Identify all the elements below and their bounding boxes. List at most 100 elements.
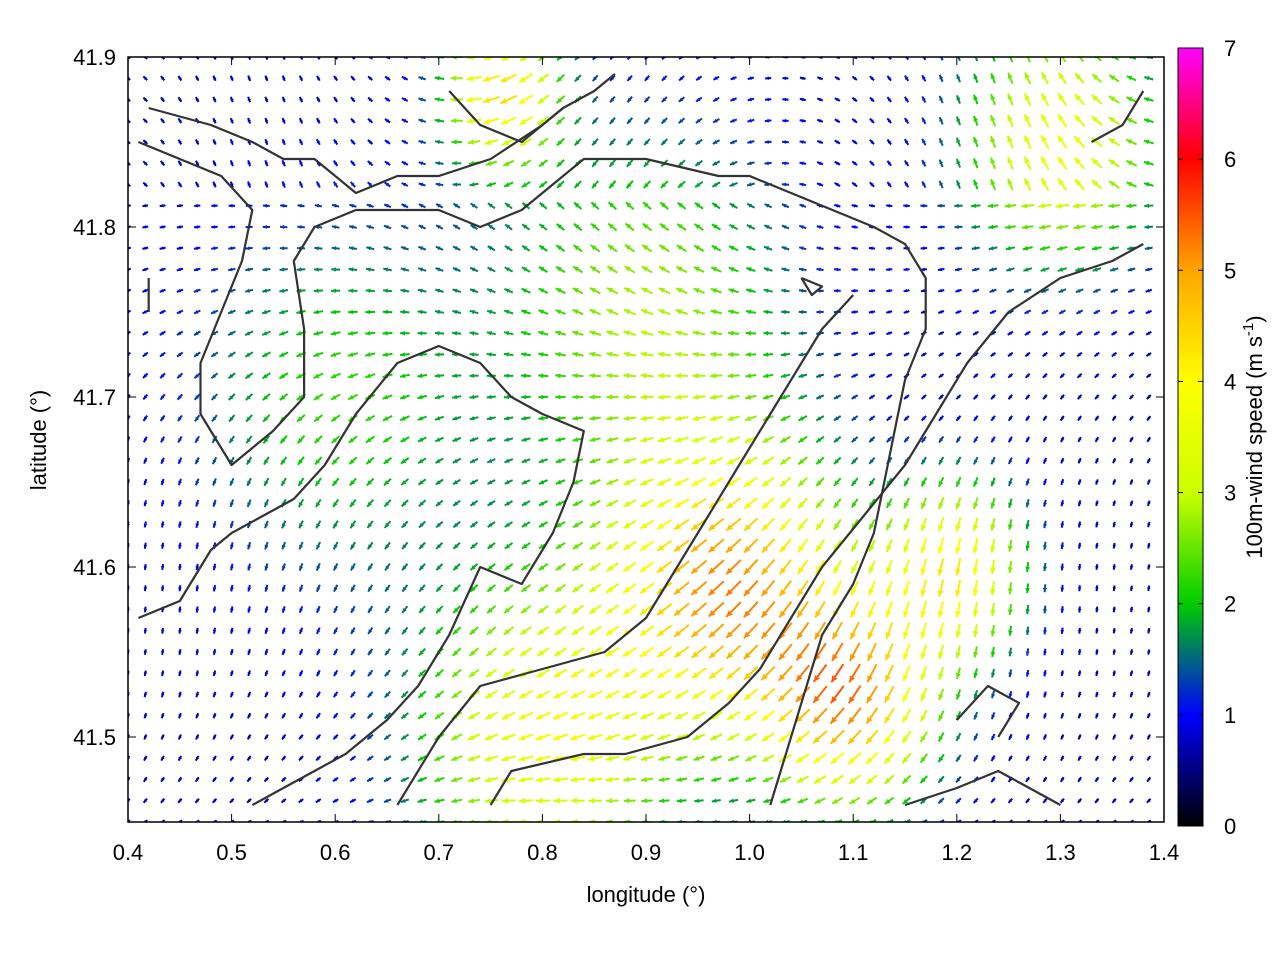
wind-vector (608, 245, 617, 252)
wind-vector (331, 331, 341, 336)
wind-vector (956, 777, 961, 783)
wind-vector (1026, 648, 1030, 655)
wind-vector (385, 606, 390, 613)
wind-vector (247, 478, 251, 486)
wind-vector (368, 542, 373, 549)
wind-vector (833, 622, 843, 639)
wind-vector (886, 560, 892, 574)
wind-vector (453, 522, 460, 528)
wind-vector (470, 246, 477, 250)
wind-vector (644, 139, 650, 145)
wind-vector (161, 97, 165, 101)
wind-vector (280, 267, 288, 271)
wind-vector (213, 649, 217, 655)
wind-vector (696, 119, 702, 123)
wind-vector (574, 224, 582, 231)
wind-vector (161, 692, 164, 697)
wind-vector (161, 777, 164, 781)
wind-vector (555, 395, 565, 400)
wind-vector (213, 713, 216, 718)
wind-vector (797, 644, 809, 661)
wind-vector (887, 374, 892, 377)
wind-vector (851, 622, 859, 639)
wind-vector (869, 478, 874, 485)
wind-vector (642, 798, 653, 803)
wind-vector (1147, 564, 1150, 569)
colorbar-label-main: 100m-wind speed (m s (1242, 336, 1267, 559)
wind-vector (161, 564, 165, 570)
wind-vector (298, 457, 304, 465)
wind-vector (178, 394, 183, 399)
wind-vector (452, 691, 462, 698)
wind-vector (282, 181, 286, 187)
wind-vector (436, 670, 444, 677)
wind-vector (990, 518, 996, 530)
wind-vector (781, 416, 791, 421)
wind-vector (230, 139, 233, 144)
wind-vector (522, 543, 530, 549)
wind-vector (348, 331, 358, 336)
wind-vector (815, 798, 826, 803)
wind-vector (762, 560, 775, 575)
wind-vector (831, 776, 843, 784)
wind-vector (213, 756, 216, 761)
wind-vector (178, 140, 181, 145)
wind-vector (485, 712, 498, 719)
wind-vector (418, 416, 427, 420)
wind-vector (974, 798, 978, 803)
wind-vector (762, 518, 774, 530)
wind-vector (956, 477, 961, 487)
wind-vector (870, 161, 874, 165)
wind-vector (887, 118, 891, 123)
wind-vector (610, 118, 615, 124)
wind-vector (196, 140, 199, 145)
wind-vector (658, 373, 671, 379)
wind-vector (368, 713, 373, 718)
wind-vector (383, 416, 392, 421)
wind-vector (693, 309, 705, 314)
wind-vector (1008, 115, 1013, 127)
x-tick-label: 0.5 (216, 840, 247, 865)
wind-vector (248, 756, 252, 761)
wind-vector (623, 669, 637, 677)
wind-vector (991, 498, 996, 509)
wind-vector (245, 331, 253, 335)
wind-vector (555, 373, 566, 378)
wind-vector (265, 564, 269, 571)
wind-vector (368, 98, 372, 102)
wind-vector (658, 330, 671, 335)
wind-vector (712, 203, 720, 208)
wind-vector (331, 289, 340, 294)
wind-vector (245, 310, 253, 314)
wind-vector (366, 246, 374, 250)
wind-vector (383, 289, 392, 294)
wind-vector (194, 246, 200, 250)
wind-vector (265, 521, 269, 528)
wind-vector (1043, 584, 1047, 592)
wind-vector (727, 498, 741, 509)
wind-vector (282, 692, 285, 697)
wind-vector (643, 224, 652, 231)
wind-vector (351, 161, 355, 166)
wind-vector (1009, 416, 1013, 421)
wind-vector (692, 625, 707, 638)
wind-vector (782, 161, 789, 165)
wind-vector (248, 97, 251, 102)
wind-vector (729, 225, 737, 230)
wind-vector (194, 204, 200, 208)
wind-vector (487, 606, 495, 613)
wind-vector (263, 394, 270, 400)
wind-vector (248, 649, 251, 655)
wind-vector (782, 246, 790, 250)
wind-vector (641, 500, 654, 507)
wind-vector (990, 158, 995, 169)
wind-vector (160, 204, 166, 208)
wind-vector (590, 584, 601, 592)
wind-vector (956, 733, 960, 741)
wind-vector (920, 204, 927, 208)
wind-vector (488, 225, 495, 230)
wind-vector (280, 246, 288, 250)
wind-vector (1060, 585, 1064, 592)
wind-vector (727, 667, 741, 679)
wind-vector (851, 289, 858, 293)
